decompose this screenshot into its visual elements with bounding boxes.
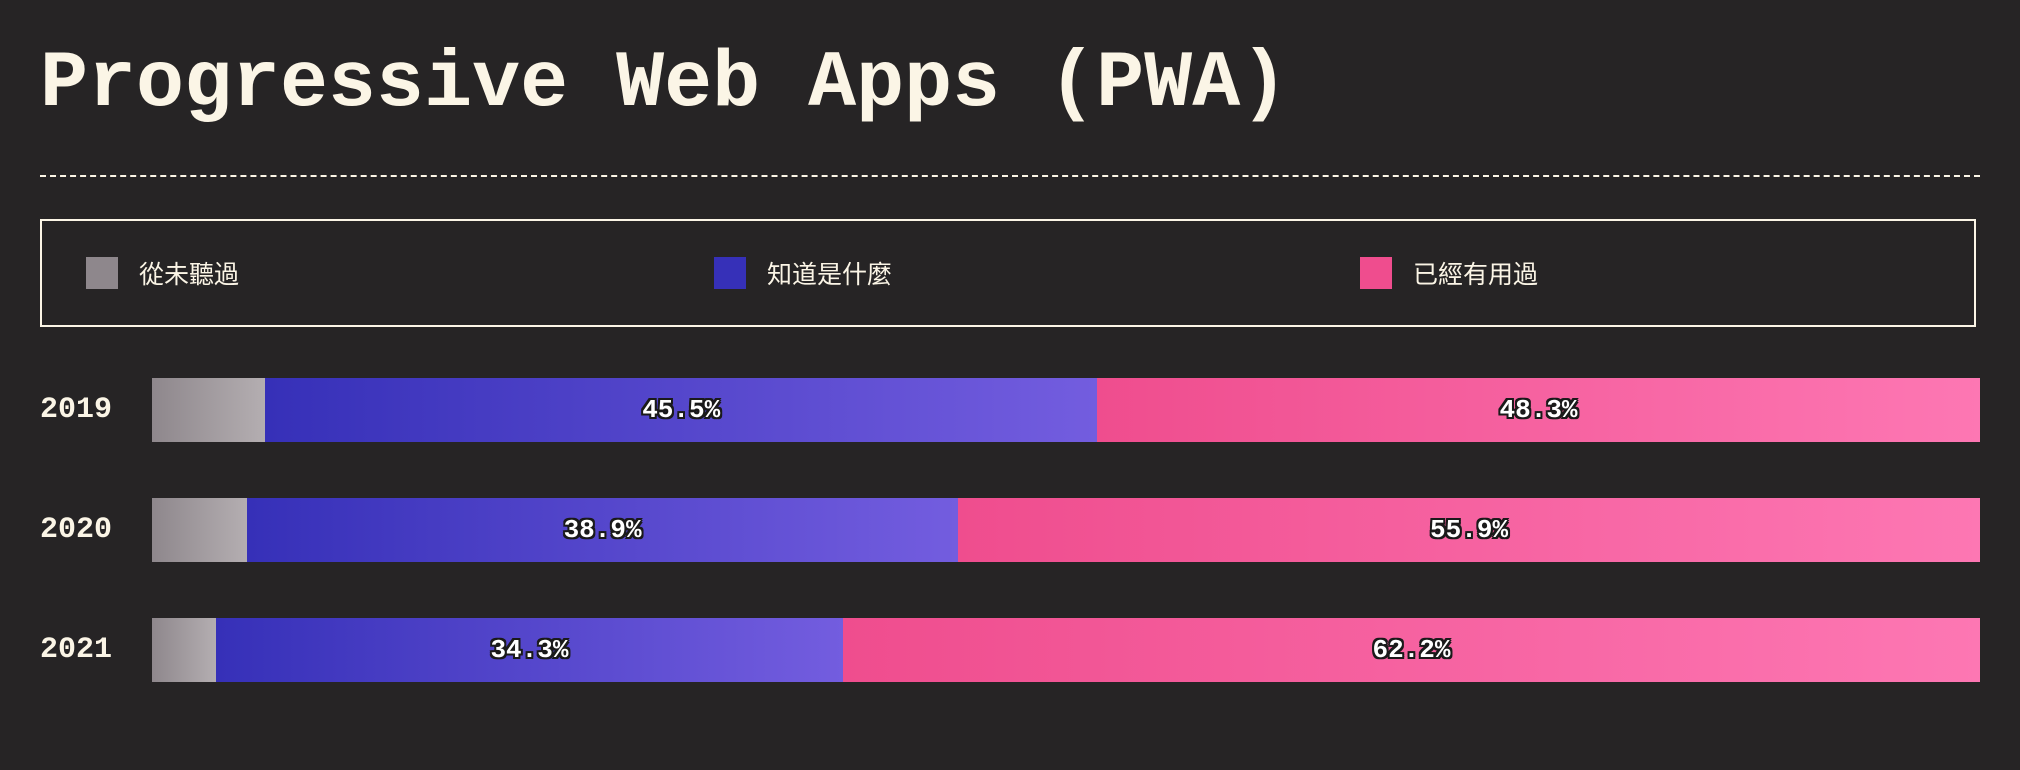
data-label-have-used-2019: 48.3% — [1499, 395, 1578, 425]
data-label-know-what-it-is-2021: 34.3% — [490, 635, 569, 665]
legend-item-never-heard: 從未聽過 — [86, 221, 239, 325]
chart-title: Progressive Web Apps (PWA) — [40, 39, 1289, 130]
bar-segment-know-what-it-is-2019: 45.5% — [265, 378, 1098, 442]
legend-item-know-what-it-is: 知道是什麼 — [714, 221, 892, 325]
data-label-know-what-it-is-2020: 38.9% — [563, 515, 642, 545]
data-label-have-used-2020: 55.9% — [1430, 515, 1509, 545]
legend-label-have-used: 已經有用過 — [1413, 260, 1539, 289]
bar-segment-never-heard-2019 — [152, 378, 266, 442]
bar-segment-know-what-it-is-2020: 38.9% — [247, 498, 959, 562]
legend-label-never-heard: 從未聽過 — [139, 260, 240, 289]
bar-segment-know-what-it-is-2021: 34.3% — [215, 618, 843, 682]
row-label-2021: 2021 — [40, 633, 113, 667]
bar-2020: 38.9% 55.9% — [152, 498, 1980, 562]
bar-segment-have-used-2019: 48.3% — [1097, 378, 1980, 442]
legend-swatch-never-heard — [86, 257, 118, 289]
legend-item-have-used: 已經有用過 — [1360, 221, 1538, 325]
bar-segment-never-heard-2021 — [152, 618, 216, 682]
row-label-2020: 2020 — [40, 513, 113, 547]
row-label-2019: 2019 — [40, 393, 113, 427]
bar-segment-have-used-2020: 55.9% — [958, 498, 1980, 562]
legend-swatch-know-what-it-is — [714, 257, 746, 289]
bar-2019: 45.5% 48.3% — [152, 378, 1980, 442]
data-label-have-used-2021: 62.2% — [1372, 635, 1451, 665]
legend-swatch-have-used — [1360, 257, 1392, 289]
data-label-know-what-it-is-2019: 45.5% — [642, 395, 721, 425]
bar-segment-have-used-2021: 62.2% — [842, 618, 1980, 682]
bar-segment-never-heard-2020 — [152, 498, 248, 562]
legend: 從未聽過 知道是什麼 已經有用過 — [40, 219, 1976, 327]
title-divider — [40, 175, 1980, 177]
bar-2021: 34.3% 62.2% — [152, 618, 1980, 682]
legend-label-know-what-it-is: 知道是什麼 — [767, 260, 893, 289]
